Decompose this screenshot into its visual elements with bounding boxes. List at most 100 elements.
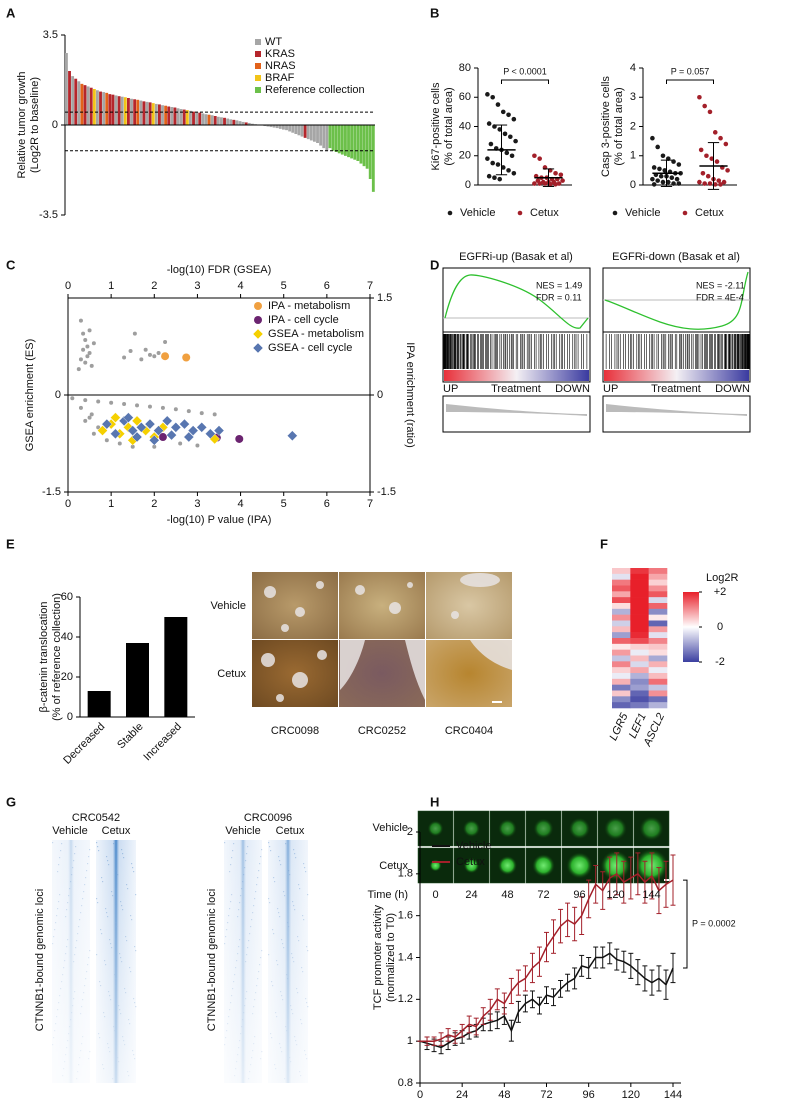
heatmap-cell (648, 667, 668, 674)
data-point (127, 425, 138, 436)
bar (266, 125, 270, 127)
heatmap-cell (648, 684, 668, 691)
organoid (427, 820, 444, 837)
rank-label: UP (603, 383, 618, 395)
bar (167, 106, 171, 125)
bar (306, 125, 310, 140)
bar (120, 96, 124, 125)
gsea-frame (602, 267, 751, 383)
background-point (78, 405, 83, 410)
y-axis-label: (% of total area) (613, 87, 625, 165)
background-point (128, 349, 133, 354)
heatmap-cell (648, 614, 668, 621)
data-point (490, 94, 495, 100)
legend-label: Cetux (456, 856, 485, 868)
data-point (504, 150, 510, 156)
data-point (714, 159, 720, 164)
bar (340, 125, 344, 155)
data-point (183, 431, 195, 443)
x-tick-label: 5 (281, 280, 287, 292)
heatmap-cell (612, 678, 631, 685)
gsea-frame (442, 267, 591, 383)
data-point (506, 112, 511, 118)
colorbar-title: Log2R (706, 572, 738, 584)
annotation: P < 0.0001 (503, 66, 547, 76)
bar (182, 109, 186, 125)
data-point (650, 176, 655, 182)
time-label: 144 (642, 889, 660, 901)
heatmap-cell (630, 603, 649, 610)
legend-label: Vehicle (456, 840, 491, 852)
bar (303, 125, 307, 138)
legend-label: GSEA - metabolism (268, 328, 364, 340)
heatmap-cell (630, 667, 649, 674)
data-point (660, 153, 666, 159)
bar (139, 100, 143, 125)
y-axis-label: Relative tumor growth (16, 72, 28, 179)
heatmap-cell (630, 614, 649, 621)
bar (282, 125, 285, 130)
data-point (513, 138, 518, 144)
bar (179, 109, 183, 125)
chip-axis-label: CTNNB1-bound genomic loci (206, 889, 218, 1031)
x-axis-label: -log(10) P value (IPA) (167, 514, 272, 526)
y-tick-label: 3 (630, 91, 636, 103)
bar (313, 125, 316, 142)
data-point (676, 162, 682, 167)
y-tick-label: 4 (630, 62, 636, 74)
column-label: LGR5 (607, 711, 630, 743)
heatmap-cell (648, 696, 668, 703)
background-point (87, 328, 92, 333)
y-tick-label: 0 (377, 389, 383, 401)
background-point (152, 444, 157, 449)
data-point (486, 121, 492, 126)
heatmap-cell (648, 573, 668, 580)
x-tick-label: 2 (151, 280, 157, 292)
time-label: 24 (465, 889, 477, 901)
background-point (117, 441, 122, 446)
sample-label: CRC0542 (72, 812, 120, 824)
gsea-fdr: FDR = 0.11 (536, 292, 582, 302)
heatmap-cell (648, 591, 668, 598)
data-point (497, 127, 503, 132)
y-tick-label: 3.5 (43, 29, 58, 41)
background-point (147, 352, 152, 357)
data-point (704, 153, 709, 159)
data-point (698, 147, 704, 153)
bar (316, 125, 319, 143)
time-axis-label: Time (h) (367, 889, 408, 901)
heatmap-cell (630, 649, 649, 656)
bar (126, 643, 149, 717)
bar (207, 114, 211, 125)
data-point (123, 412, 134, 423)
heatmap-cell (612, 673, 631, 680)
heatmap-cell (612, 638, 631, 645)
bar (371, 125, 375, 192)
background-point (85, 344, 90, 349)
heatmap-cell (612, 661, 631, 668)
background-point (139, 357, 144, 362)
bar (241, 121, 245, 125)
x-tick-label: 3 (194, 280, 200, 292)
organoid (600, 850, 631, 881)
panel-label: C (6, 257, 16, 272)
data-point (707, 109, 713, 115)
organoid (532, 854, 555, 877)
y-axis-label: (normalized to T0) (385, 913, 397, 1002)
heatmap-cell (612, 632, 631, 639)
data-point (179, 418, 190, 430)
column-label: CRC0252 (358, 725, 406, 737)
data-point (235, 434, 244, 443)
data-point (669, 175, 675, 180)
data-point (702, 103, 707, 109)
x-tick-label: 72 (540, 1089, 552, 1101)
bar (201, 113, 205, 125)
panel-label: D (430, 257, 439, 272)
time-label: 48 (501, 889, 513, 901)
gsea-fdr: FDR = 4E-4 (696, 292, 744, 302)
heatmap-cell (630, 690, 649, 697)
data-point (662, 168, 668, 173)
heatmap-cell (612, 649, 631, 656)
data-point (671, 181, 676, 186)
y-axis-label: GSEA enrichment (ES) (24, 339, 36, 452)
